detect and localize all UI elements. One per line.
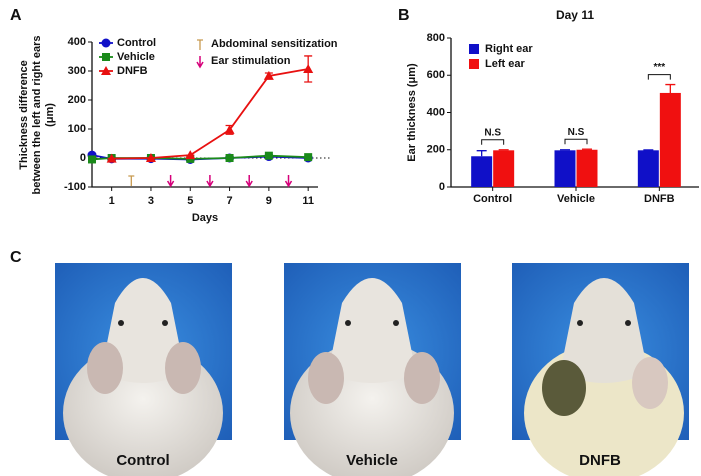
panel-label: B — [398, 7, 410, 24]
error-bar — [582, 148, 592, 150]
y-tick-label: 200 — [68, 94, 86, 106]
event-marker — [197, 39, 203, 50]
event-marker — [128, 175, 135, 186]
y-tick-label: 600 — [427, 69, 445, 81]
legend-swatch — [469, 44, 479, 54]
y-axis-label: (μm) — [44, 103, 56, 127]
legend-swatch — [469, 59, 479, 69]
photo — [512, 263, 689, 476]
y-tick-label: 300 — [68, 65, 86, 77]
marker — [225, 154, 234, 162]
legend-label: Abdominal sensitization — [211, 38, 338, 50]
legend-label: Vehicle — [117, 51, 155, 63]
y-tick-label: 0 — [80, 152, 86, 164]
y-tick-label: 200 — [427, 144, 445, 156]
bar — [471, 156, 493, 187]
significance-label: N.S — [484, 127, 501, 138]
x-tick-label: Control — [473, 193, 512, 205]
legend-label: Left ear — [485, 58, 525, 70]
marker — [101, 38, 111, 48]
x-tick-label: 3 — [148, 195, 154, 207]
bar — [554, 150, 576, 187]
marker — [88, 155, 96, 164]
marker — [102, 53, 110, 61]
x-tick-label: 11 — [302, 195, 314, 207]
y-tick-label: 800 — [427, 32, 445, 44]
event-marker — [196, 56, 204, 69]
significance-bracket — [647, 74, 671, 80]
y-axis-label: between the left and right ears — [31, 36, 43, 195]
error-bar — [665, 83, 676, 93]
y-tick-label: -100 — [64, 181, 86, 193]
marker — [264, 151, 273, 160]
error-bar — [560, 149, 570, 151]
significance-bracket — [481, 139, 505, 145]
x-tick-label: 7 — [227, 195, 233, 207]
event-marker — [206, 175, 214, 188]
significance-label: *** — [653, 62, 665, 73]
event-marker — [166, 175, 175, 188]
x-tick-label: DNFB — [644, 193, 675, 205]
bar — [493, 150, 515, 187]
event-marker — [284, 175, 293, 188]
legend-label: Control — [117, 37, 156, 49]
y-tick-label: 100 — [68, 123, 86, 135]
x-tick-label: 5 — [187, 195, 193, 207]
marker — [185, 150, 196, 160]
photo-caption: Control — [116, 452, 169, 469]
x-tick-label: Vehicle — [557, 193, 595, 205]
legend-label: Ear stimulation — [211, 55, 291, 67]
y-axis-label: Ear thickness (μm) — [406, 63, 418, 162]
y-tick-label: 0 — [439, 181, 445, 193]
series-line — [111, 68, 309, 160]
legend-label: DNFB — [117, 65, 148, 77]
panel-label: A — [10, 7, 22, 24]
y-tick-label: 400 — [427, 106, 445, 118]
bar — [637, 150, 659, 187]
legend-label: Right ear — [485, 43, 533, 55]
bar — [659, 92, 681, 187]
x-tick-label: 9 — [266, 195, 272, 207]
photo-caption: DNFB — [579, 452, 621, 469]
marker — [263, 70, 274, 80]
photo — [284, 263, 461, 476]
photo — [55, 263, 232, 476]
marker — [304, 153, 313, 162]
bar — [576, 149, 598, 187]
y-axis-label: Thickness difference — [18, 60, 30, 169]
marker — [145, 153, 156, 162]
event-marker — [245, 175, 253, 188]
y-tick-label: 400 — [68, 36, 86, 48]
marker — [224, 124, 235, 134]
significance-bracket — [564, 138, 588, 145]
marker — [101, 66, 111, 75]
panel-label: C — [10, 249, 22, 266]
marker — [303, 63, 314, 73]
significance-label: N.S — [568, 127, 585, 138]
chart-title: Day 11 — [556, 8, 594, 22]
photo-caption: Vehicle — [346, 452, 398, 469]
error-bar — [476, 150, 487, 157]
x-axis-label: Days — [192, 212, 218, 224]
error-bar — [498, 149, 509, 151]
marker — [106, 153, 117, 163]
x-tick-label: 1 — [109, 195, 115, 207]
